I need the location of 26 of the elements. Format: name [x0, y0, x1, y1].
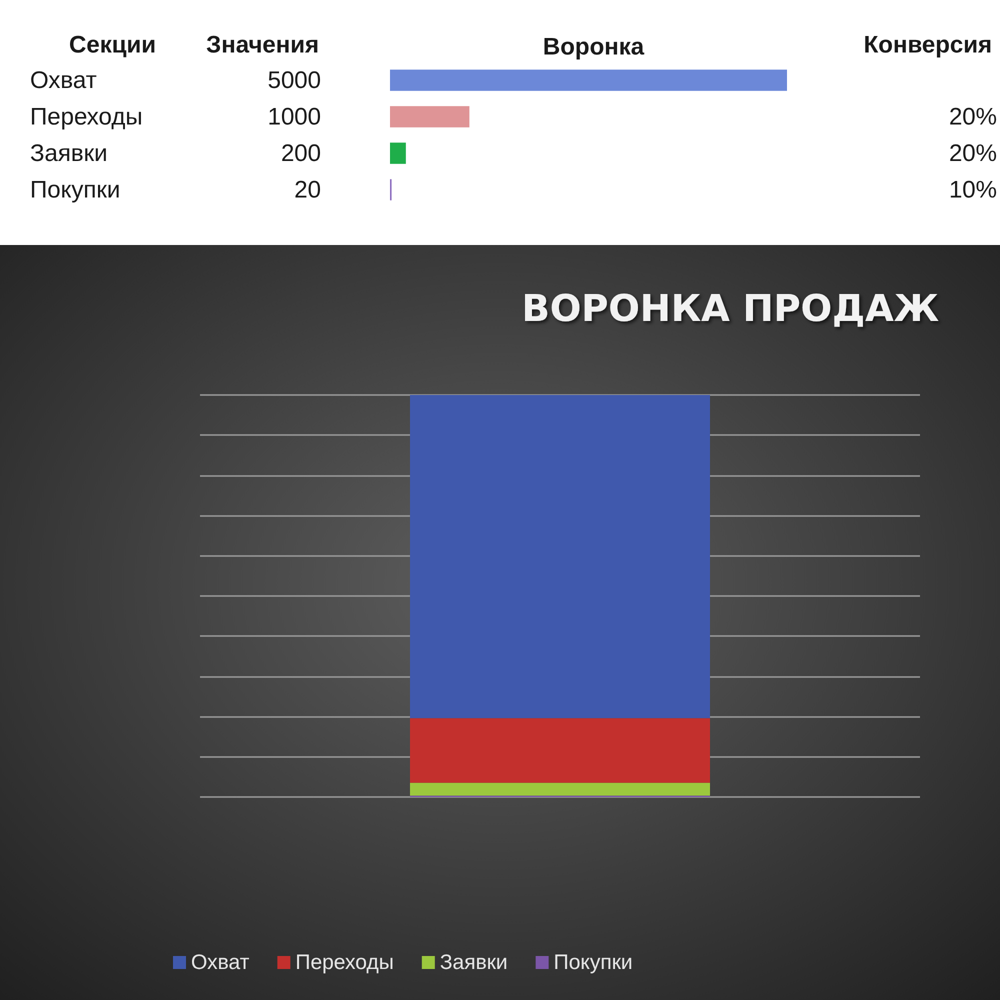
legend-label: Охват: [191, 951, 250, 974]
y-axis-title: Секции: [69, 32, 156, 58]
text: Значения: [206, 32, 319, 58]
y-tick-label: Покупки: [30, 176, 120, 204]
text: 10%: [948, 176, 997, 204]
data-label: 20: [294, 176, 321, 204]
bar: [410, 718, 710, 783]
legend-label: Переходы: [295, 951, 394, 974]
bar: [410, 395, 710, 718]
data-label: 5000: [268, 66, 321, 94]
legend-label: Покупки: [554, 951, 633, 974]
data-label: 1000: [268, 103, 321, 130]
bar: [390, 142, 406, 164]
bar: [390, 70, 787, 91]
legend-label: Заявки: [440, 951, 508, 974]
chart-title: Воронка: [542, 34, 645, 60]
data-label: 200: [280, 140, 321, 167]
text: Конверсия: [864, 32, 992, 58]
chart-title: ВОРОНКА ПРОДАЖ: [522, 287, 940, 330]
text: 20%: [948, 103, 997, 130]
bar: [390, 106, 470, 128]
text: 20%: [948, 140, 997, 167]
bar: [410, 782, 710, 796]
y-tick-label: Заявки: [30, 140, 108, 167]
y-tick-label: Охват: [30, 66, 97, 94]
y-tick-label: Переходы: [30, 103, 143, 130]
